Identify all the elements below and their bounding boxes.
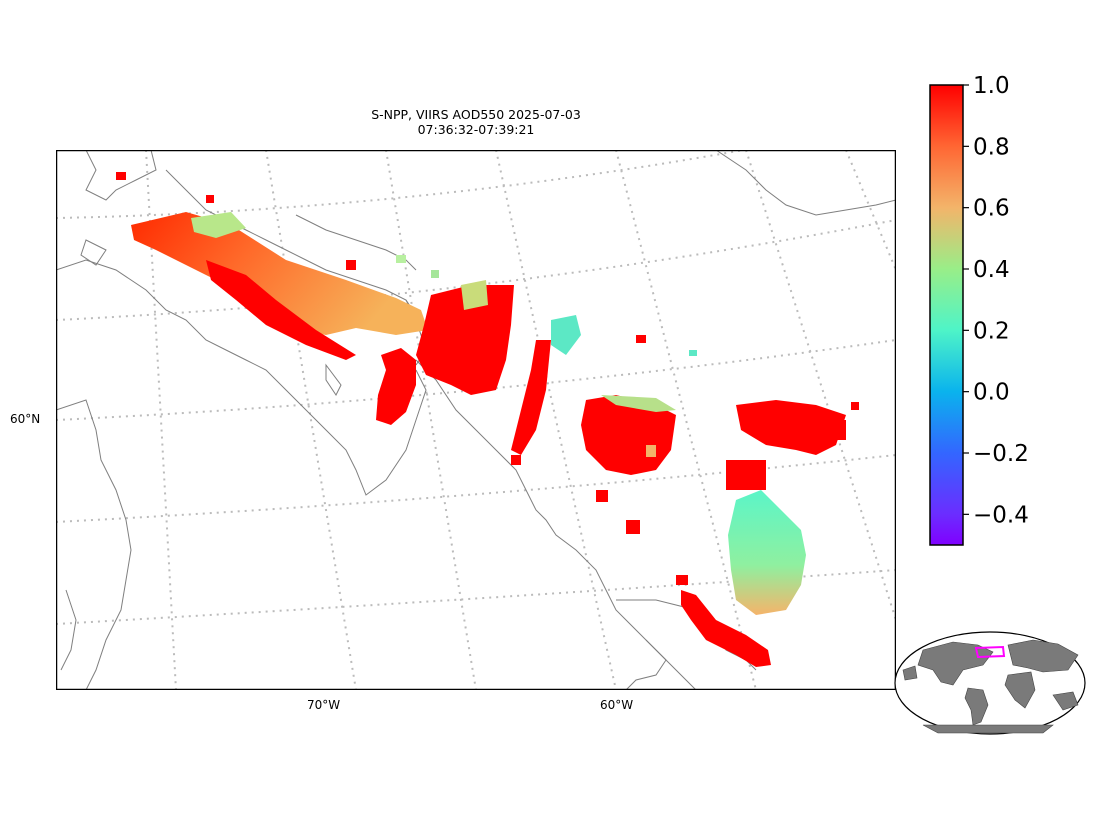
aod-pixel bbox=[206, 195, 214, 203]
aod-pixel bbox=[431, 270, 439, 278]
colorbar-tick-label: 0.2 bbox=[973, 318, 1010, 344]
aod-pixel bbox=[396, 255, 406, 263]
aod-pixel bbox=[689, 350, 697, 356]
colorbar-tick-label: 0.4 bbox=[973, 257, 1010, 283]
plume-green-head bbox=[191, 212, 246, 238]
aod-map bbox=[56, 150, 896, 690]
title-line-1: S-NPP, VIIRS AOD550 2025-07-03 bbox=[371, 107, 581, 122]
aod-pixel bbox=[346, 260, 356, 270]
aod-pixel bbox=[646, 445, 656, 457]
colorbar-tick-label: 1.0 bbox=[973, 73, 1010, 99]
aod-pixel bbox=[626, 520, 640, 534]
locator-globe bbox=[894, 631, 1086, 735]
aod-pixel bbox=[116, 172, 126, 180]
colorbar-ticks: 1.0 0.8 0.6 0.4 0.2 0.0 −0.2 −0.4 bbox=[963, 73, 1029, 528]
plume-red-band bbox=[206, 260, 356, 360]
aod-pixels bbox=[116, 172, 859, 667]
aod-pixel bbox=[726, 460, 766, 490]
east-green-edge bbox=[601, 395, 676, 412]
map-title: S-NPP, VIIRS AOD550 2025-07-03 07:36:32-… bbox=[56, 107, 896, 137]
cyan-plume-south bbox=[728, 490, 806, 615]
aod-pixel bbox=[636, 335, 646, 343]
coastal-red-strip bbox=[681, 590, 771, 667]
colorbar-tick-label: −0.2 bbox=[973, 441, 1029, 467]
colorbar-gradient bbox=[929, 84, 964, 546]
aod-pixel bbox=[596, 490, 608, 502]
lon-label-70w: 70°W bbox=[307, 698, 341, 712]
lon-label-60w: 60°W bbox=[600, 698, 634, 712]
lat-label-60n: 60°N bbox=[10, 412, 41, 426]
cyan-patch-north bbox=[551, 315, 581, 355]
aod-pixel bbox=[676, 575, 688, 585]
central-green-patch bbox=[461, 280, 488, 310]
colorbar-tick-label: −0.4 bbox=[973, 502, 1029, 528]
far-east-red-blob bbox=[736, 400, 846, 455]
aod-pixel bbox=[851, 402, 859, 410]
globe-land bbox=[902, 639, 1079, 734]
title-line-2: 07:36:32-07:39:21 bbox=[417, 122, 535, 137]
aod-pixel bbox=[511, 455, 521, 465]
colorbar-tick-label: 0.6 bbox=[973, 196, 1010, 222]
plume-main bbox=[131, 212, 428, 335]
central-red-core bbox=[416, 285, 514, 395]
colorbar-tick-label: 0.0 bbox=[973, 380, 1010, 406]
inset-extent-box bbox=[974, 645, 1006, 659]
colorbar-tick-label: 0.8 bbox=[973, 134, 1010, 160]
red-streak bbox=[511, 340, 551, 455]
aod-pixel bbox=[826, 420, 846, 440]
west-red-core bbox=[376, 348, 416, 425]
colorbar: 1.0 0.8 0.6 0.4 0.2 0.0 −0.2 −0.4 bbox=[929, 73, 1029, 546]
